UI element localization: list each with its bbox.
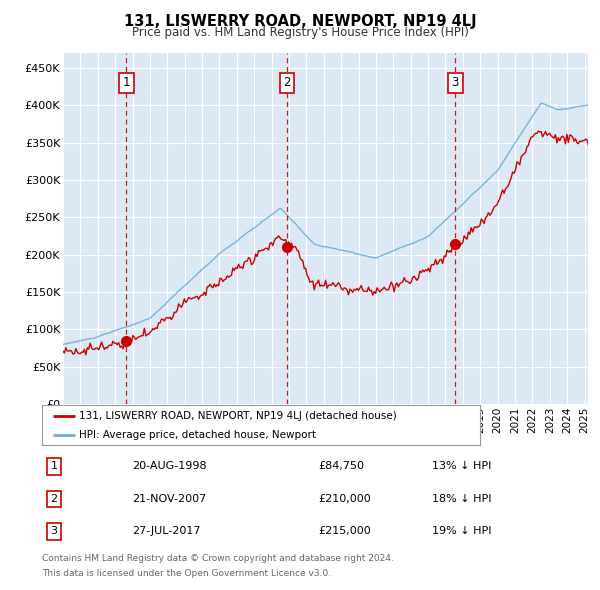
Text: HPI: Average price, detached house, Newport: HPI: Average price, detached house, Newp… [79,430,316,440]
Text: 13% ↓ HPI: 13% ↓ HPI [432,461,491,471]
Text: £210,000: £210,000 [318,494,371,504]
Text: 3: 3 [452,77,459,90]
Text: 2: 2 [50,494,58,504]
Text: 20-AUG-1998: 20-AUG-1998 [132,461,206,471]
Text: 1: 1 [122,77,130,90]
Text: Contains HM Land Registry data © Crown copyright and database right 2024.: Contains HM Land Registry data © Crown c… [42,554,394,563]
Text: 21-NOV-2007: 21-NOV-2007 [132,494,206,504]
Text: 131, LISWERRY ROAD, NEWPORT, NP19 4LJ (detached house): 131, LISWERRY ROAD, NEWPORT, NP19 4LJ (d… [79,411,397,421]
Text: Price paid vs. HM Land Registry's House Price Index (HPI): Price paid vs. HM Land Registry's House … [131,26,469,39]
Text: 18% ↓ HPI: 18% ↓ HPI [432,494,491,504]
Text: 1: 1 [50,461,58,471]
Text: £215,000: £215,000 [318,526,371,536]
Text: This data is licensed under the Open Government Licence v3.0.: This data is licensed under the Open Gov… [42,569,331,578]
Text: 19% ↓ HPI: 19% ↓ HPI [432,526,491,536]
Text: £84,750: £84,750 [318,461,364,471]
Text: 27-JUL-2017: 27-JUL-2017 [132,526,200,536]
Text: 131, LISWERRY ROAD, NEWPORT, NP19 4LJ: 131, LISWERRY ROAD, NEWPORT, NP19 4LJ [124,14,476,29]
Text: 2: 2 [283,77,291,90]
Text: 3: 3 [50,526,58,536]
